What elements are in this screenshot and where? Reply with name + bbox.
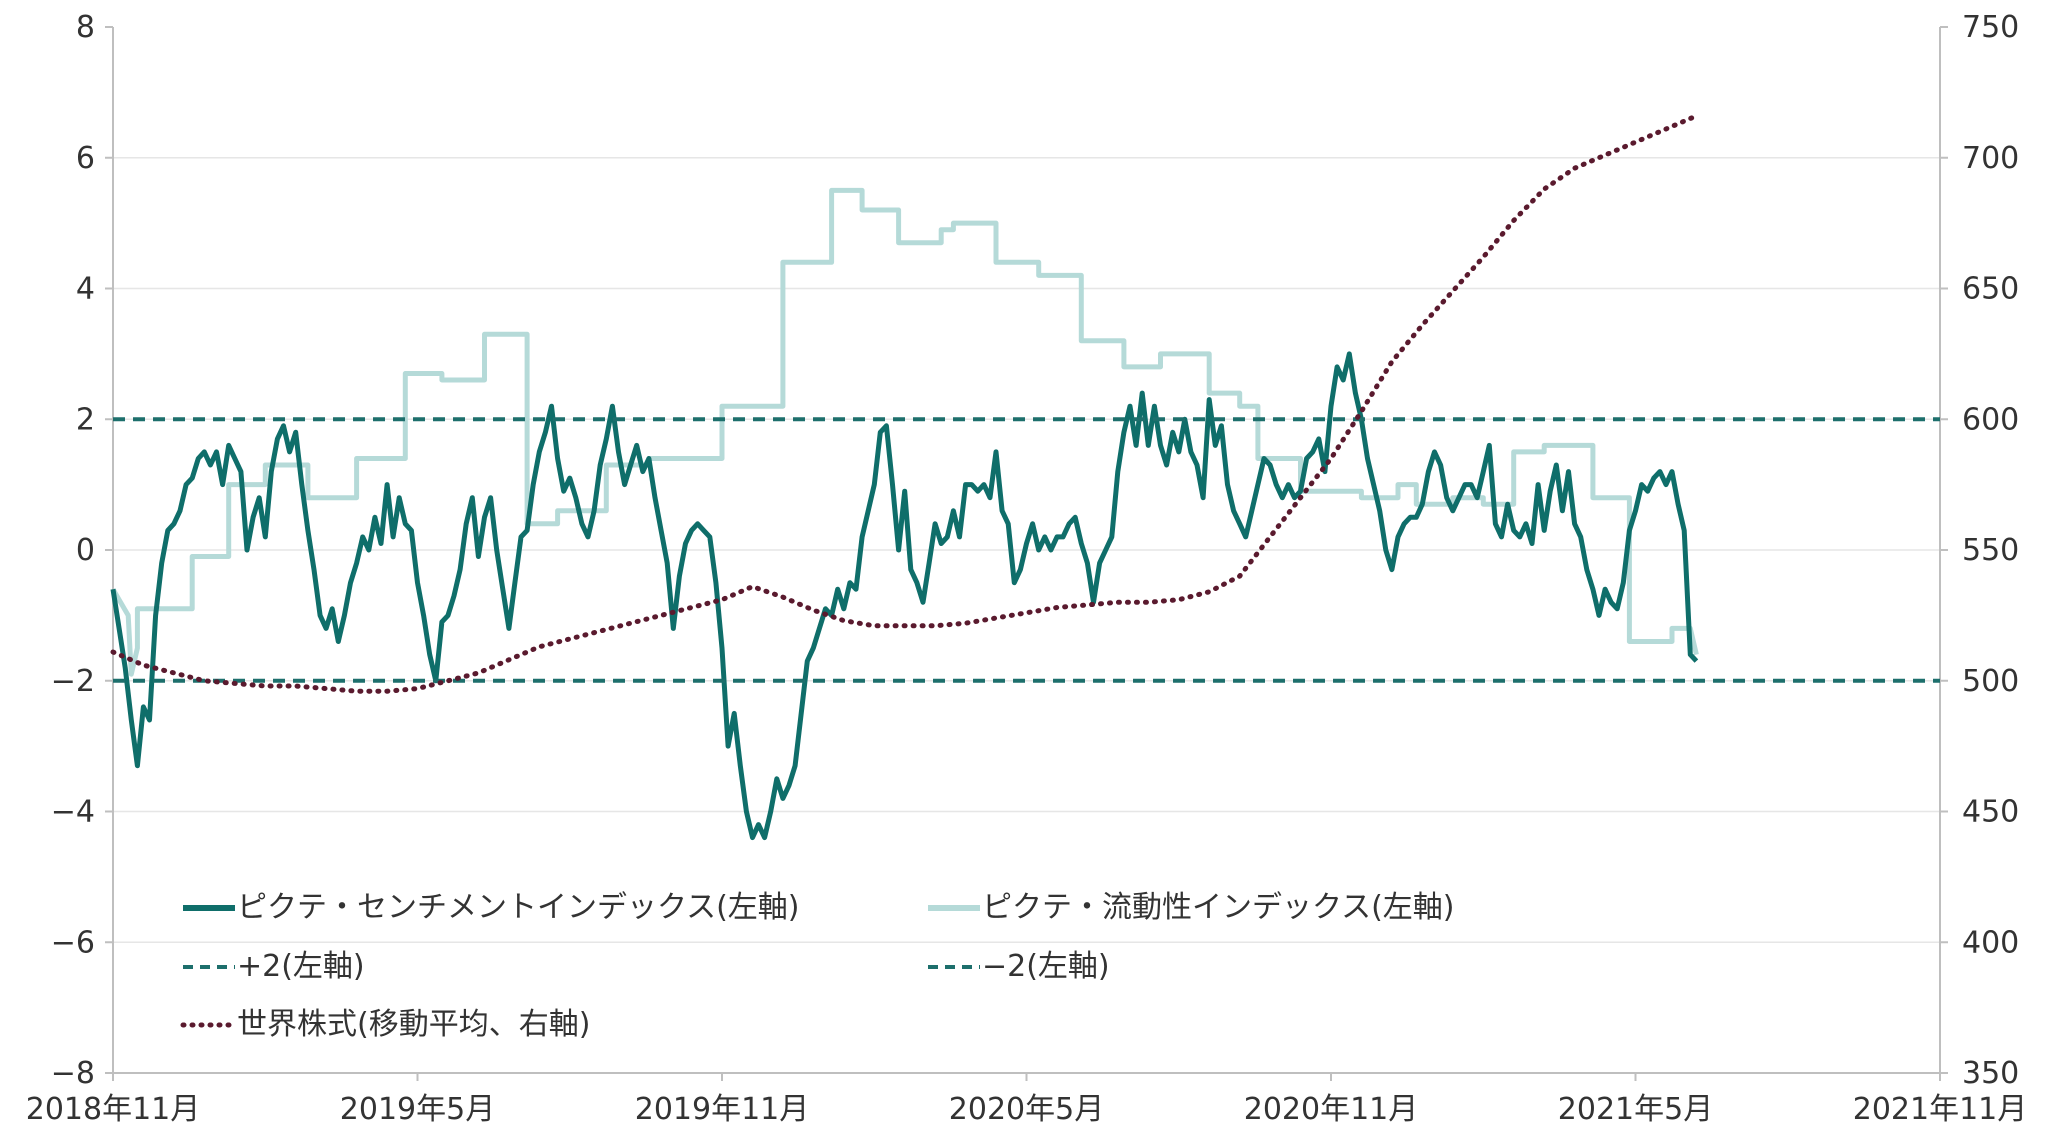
right-tick-label: 500 — [1962, 664, 2019, 699]
right-tick-label: 350 — [1962, 1056, 2019, 1091]
left-tick-label: −6 — [51, 925, 95, 960]
legend-label-plus2: +2(左軸) — [237, 949, 365, 984]
liquidity-index-line — [110, 187, 1699, 677]
x-tick-label: 2021年5月 — [1558, 1092, 1713, 1127]
x-tick-label: 2020年5月 — [949, 1092, 1104, 1127]
x-tick-label: 2020年11月 — [1244, 1092, 1419, 1127]
right-tick-label: 450 — [1962, 795, 2019, 830]
right-tick-label: 550 — [1962, 533, 2019, 568]
left-tick-label: 6 — [76, 141, 95, 176]
left-tick-label: 2 — [76, 402, 95, 437]
world-equity-line — [110, 113, 1699, 694]
x-tick-label: 2018年11月 — [26, 1092, 201, 1127]
legend: ピクテ・センチメントインデックス(左軸) ピクテ・流動性インデックス(左軸) +2(… — [180, 890, 1455, 1042]
left-tick-label: 4 — [76, 272, 95, 307]
right-tick-label: 750 — [1962, 10, 2019, 45]
right-tick-label: 600 — [1962, 402, 2019, 437]
legend-label-sentiment: ピクテ・センチメントインデックス(左軸) — [237, 890, 800, 925]
series-group — [110, 113, 1940, 841]
left-tick-label: −2 — [51, 664, 95, 699]
x-tick-label: 2019年11月 — [635, 1092, 810, 1127]
x-axis-ticks: 2018年11月 2019年5月 2019年11月 2020年5月 2020年11月 20… — [26, 1073, 2028, 1127]
left-tick-label: 8 — [76, 10, 95, 45]
right-tick-label: 650 — [1962, 272, 2019, 307]
right-axis-ticks: 750 700 650 600 550 500 450 400 350 — [1940, 10, 2019, 1091]
left-tick-label: 0 — [76, 533, 95, 568]
x-tick-label: 2019年5月 — [340, 1092, 495, 1127]
x-tick-label: 2021年11月 — [1853, 1092, 2028, 1127]
legend-label-equity: 世界株式(移動平均、右軸) — [237, 1007, 590, 1042]
right-tick-label: 700 — [1962, 141, 2019, 176]
left-tick-label: −4 — [51, 795, 95, 830]
right-tick-label: 400 — [1962, 925, 2019, 960]
legend-label-minus2: −2(左軸) — [982, 949, 1110, 984]
sentiment-index-line — [110, 351, 1699, 841]
left-tick-label: −8 — [51, 1056, 95, 1091]
left-axis-ticks: 8 6 4 2 0 −2 −4 −6 −8 — [51, 10, 113, 1091]
legend-label-liquidity: ピクテ・流動性インデックス(左軸) — [982, 890, 1455, 925]
